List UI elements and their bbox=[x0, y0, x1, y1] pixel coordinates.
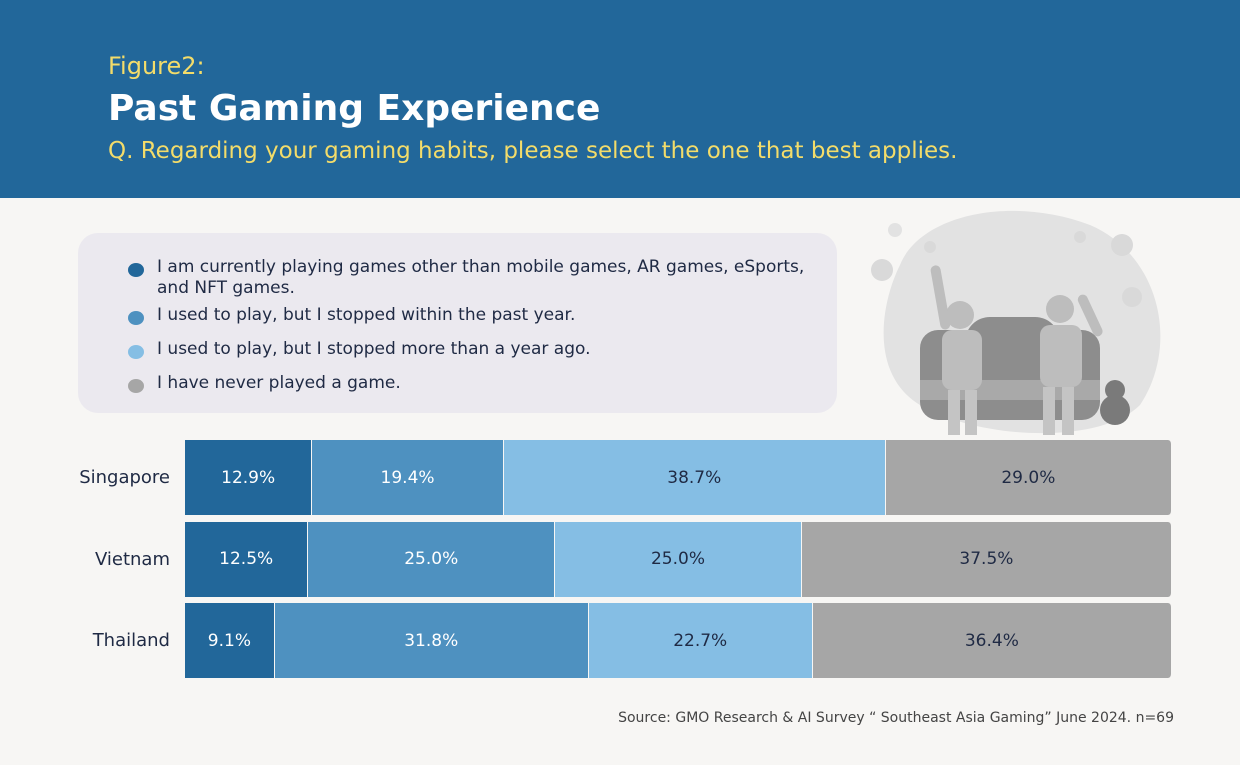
bar-segment: 38.7% bbox=[503, 440, 886, 515]
value-label: 12.5% bbox=[219, 549, 274, 569]
legend-label: I am currently playing games other than … bbox=[157, 257, 805, 298]
bar-segment: 9.1% bbox=[185, 603, 275, 678]
legend-label: I have never played a game. bbox=[157, 373, 401, 393]
legend-item: I am currently playing games other than … bbox=[128, 257, 808, 299]
legend-swatch bbox=[128, 379, 144, 393]
legend-item: I used to play, but I stopped within the… bbox=[128, 305, 808, 326]
legend: I am currently playing games other than … bbox=[78, 233, 837, 413]
illustration bbox=[871, 210, 1161, 435]
legend-swatch bbox=[128, 345, 144, 359]
value-label: 25.0% bbox=[404, 549, 459, 569]
value-label: 19.4% bbox=[380, 467, 435, 488]
legend-swatch bbox=[128, 311, 144, 325]
bar-segment: 19.4% bbox=[312, 440, 504, 515]
chart-title: Past Gaming Experience bbox=[108, 88, 601, 129]
legend-swatch bbox=[128, 263, 144, 277]
bar-segment: 29.0% bbox=[885, 440, 1172, 515]
bar-segment: 12.5% bbox=[185, 521, 309, 597]
bar-segment: 37.5% bbox=[801, 521, 1172, 597]
bar-segment: 25.0% bbox=[555, 521, 802, 597]
value-label: 12.9% bbox=[221, 467, 276, 488]
value-label: 38.7% bbox=[667, 467, 722, 488]
bar-segment: 22.7% bbox=[588, 603, 813, 678]
figure-label: Figure2: bbox=[108, 52, 205, 80]
value-label: 31.8% bbox=[404, 630, 459, 651]
category-label: Thailand bbox=[92, 630, 170, 651]
value-label: 29.0% bbox=[1001, 467, 1056, 488]
value-label: 25.0% bbox=[650, 549, 705, 569]
category-label: Vietnam bbox=[94, 548, 170, 570]
value-label: 9.1% bbox=[207, 630, 251, 651]
bar-segment: 31.8% bbox=[274, 603, 589, 678]
legend-item: I have never played a game. bbox=[128, 373, 808, 394]
bar-segment: 12.9% bbox=[185, 440, 313, 515]
value-label: 36.4% bbox=[964, 630, 1019, 651]
bar-segment: 25.0% bbox=[308, 521, 556, 597]
value-label: 37.5% bbox=[959, 549, 1014, 569]
legend-label: I used to play, but I stopped within the… bbox=[157, 305, 576, 325]
category-label: Singapore bbox=[79, 467, 170, 488]
legend-label: I used to play, but I stopped more than … bbox=[157, 339, 591, 359]
header: Figure2: Past Gaming Experience Q. Regar… bbox=[0, 0, 1240, 198]
source-note: Source: GMO Research & AI Survey “ South… bbox=[618, 710, 1174, 726]
chart-subtitle: Q. Regarding your gaming habits, please … bbox=[108, 138, 958, 164]
legend-item: I used to play, but I stopped more than … bbox=[128, 339, 808, 360]
bar-segment: 36.4% bbox=[812, 603, 1172, 678]
value-label: 22.7% bbox=[673, 630, 728, 651]
